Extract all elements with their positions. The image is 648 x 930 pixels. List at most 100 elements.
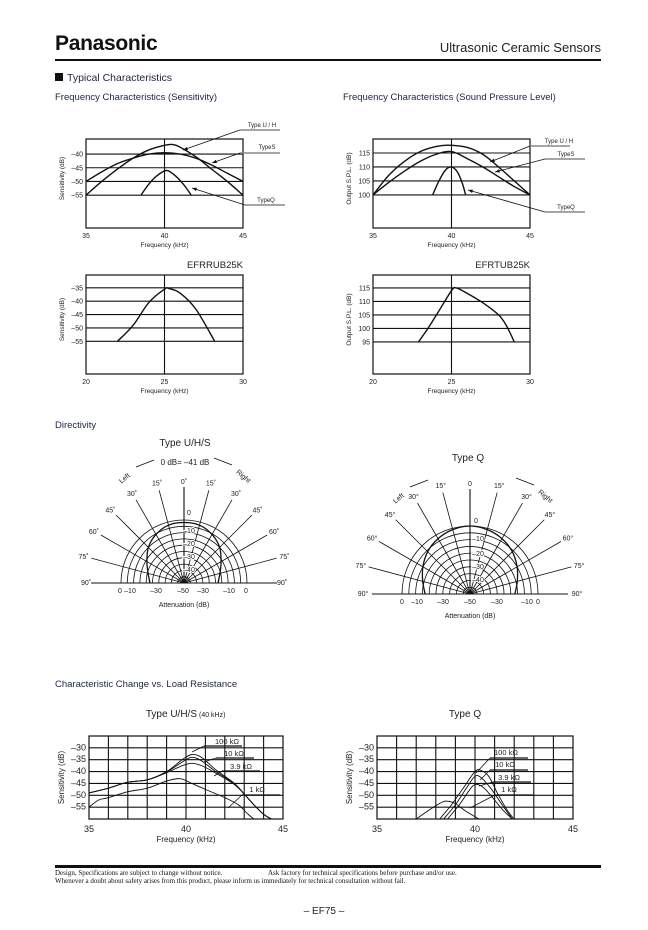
x-tick-label: 45 <box>239 233 247 240</box>
angle-label: 75˚ <box>279 553 289 561</box>
angle-radial-line <box>469 519 545 595</box>
plot-frame <box>372 138 531 229</box>
y-tick-label: –40 <box>359 766 374 776</box>
y-axis-label: Sensitivity (dB) <box>59 157 66 200</box>
y-tick-label: 110 <box>359 164 370 171</box>
series-label: 100 kΩ <box>494 748 518 757</box>
radial-scale-label: –10 <box>183 528 195 535</box>
arrowhead-icon <box>468 189 473 193</box>
baseline-scale-label: 0 <box>536 599 540 606</box>
series-line <box>439 769 515 819</box>
leader-line <box>479 769 491 781</box>
x-tick-label: 45 <box>278 824 288 834</box>
angle-radial-line <box>183 557 277 584</box>
angle-label: 60° <box>367 535 378 543</box>
left-direction-label: Left <box>118 472 131 485</box>
y-tick-label: 105 <box>358 178 370 185</box>
angle-label: 45° <box>385 511 396 519</box>
angle-radial-line <box>135 499 185 584</box>
series-line <box>415 800 480 819</box>
y-axis-label: Output S.P.L. (dB) <box>346 293 353 345</box>
chart-subtitle: 0 dB= –41 dB <box>161 458 210 467</box>
arrowhead-icon <box>495 169 500 173</box>
y-tick-label: –40 <box>71 299 83 306</box>
series-label: TypeQ <box>257 198 275 204</box>
x-tick-label: 45 <box>568 824 578 834</box>
angle-label: 60˚ <box>269 528 279 536</box>
angle-label: 45˚ <box>105 506 115 514</box>
angle-label: 30° <box>408 493 419 501</box>
angle-radial-line <box>469 541 562 595</box>
right-arrow-icon <box>515 477 535 486</box>
y-tick-label: –45 <box>71 778 86 788</box>
section-typical-characteristics: Typical Characteristics <box>55 72 172 84</box>
radial-scale-label: –20 <box>183 541 195 548</box>
angle-label: 15° <box>435 482 446 490</box>
plot-frame <box>376 735 574 820</box>
panasonic-logo: Panasonic <box>55 32 158 55</box>
radial-scale-label: –40 <box>472 577 484 584</box>
load-resistance-heading: Characteristic Change vs. Load Resistanc… <box>55 679 238 690</box>
arrowhead-icon <box>212 159 217 164</box>
y-tick-label: 115 <box>359 150 370 157</box>
right-direction-label: Right <box>234 469 251 485</box>
left-arrow-icon <box>135 459 155 468</box>
y-tick-label: –45 <box>71 165 83 172</box>
x-axis-label: Frequency (kHz) <box>156 835 215 844</box>
x-tick-label: 35 <box>369 233 377 240</box>
angle-label: 90˚ <box>277 579 287 587</box>
radial-scale-label: 0 <box>474 518 478 525</box>
x-tick-label: 30 <box>239 379 247 386</box>
leader-line <box>182 129 241 151</box>
baseline-scale-label: –10 <box>223 588 235 595</box>
arrowhead-icon <box>490 158 495 162</box>
page-number: – EF75 – <box>303 906 345 917</box>
y-tick-label: –35 <box>71 285 83 292</box>
radial-scale-label: –10 <box>472 536 484 543</box>
y-tick-label: –55 <box>359 802 374 812</box>
x-axis-label: Frequency (kHz) <box>445 835 504 844</box>
x-axis-label: Frequency (kHz) <box>427 388 475 395</box>
series-label: Type U / H <box>248 123 276 129</box>
angle-label: 30° <box>521 493 532 501</box>
angle-radial-line <box>91 557 185 584</box>
baseline-scale-label: –50 <box>177 588 189 595</box>
directivity-heading: Directivity <box>55 420 97 431</box>
directivity-pattern <box>421 525 519 595</box>
y-tick-label: –55 <box>71 802 86 812</box>
series-label: 1 kΩ <box>249 785 265 794</box>
series-label: 3.9 kΩ <box>230 762 252 771</box>
angle-radial-line <box>469 492 498 595</box>
chart-title: Type U/H/S <box>146 709 197 720</box>
angle-label: 90˚ <box>81 579 91 587</box>
x-tick-label: 30 <box>526 379 534 386</box>
plot-frame <box>85 138 244 229</box>
series-label: 1 kΩ <box>501 785 517 794</box>
leader-line <box>467 189 546 213</box>
baseline-scale-label: –30 <box>150 588 162 595</box>
leader-line <box>475 757 491 774</box>
y-tick-label: –55 <box>71 339 83 346</box>
leader-line <box>191 745 205 753</box>
angle-radial-line <box>158 490 185 584</box>
series-label: 100 kΩ <box>215 737 239 746</box>
leader-line <box>203 757 217 763</box>
y-axis-label: Output S.P.L. (dB) <box>346 152 353 204</box>
angle-radial-line <box>100 534 185 584</box>
x-axis-label: Frequency (kHz) <box>427 242 475 249</box>
angle-radial-line <box>442 492 471 595</box>
y-tick-label: –55 <box>71 193 83 200</box>
section-title: Typical Characteristics <box>67 72 173 84</box>
plot-frame <box>85 274 244 375</box>
square-bullet-icon <box>55 73 63 81</box>
right-direction-label: Right <box>536 489 553 505</box>
angle-radial-line <box>378 541 471 595</box>
x-axis-label: Attenuation (dB) <box>159 602 210 609</box>
angle-radial-line <box>368 566 471 595</box>
header-divider <box>55 59 601 61</box>
angle-label: 15° <box>494 482 505 490</box>
angle-label: 30˚ <box>231 490 241 498</box>
angle-label: 15˚ <box>152 480 162 488</box>
